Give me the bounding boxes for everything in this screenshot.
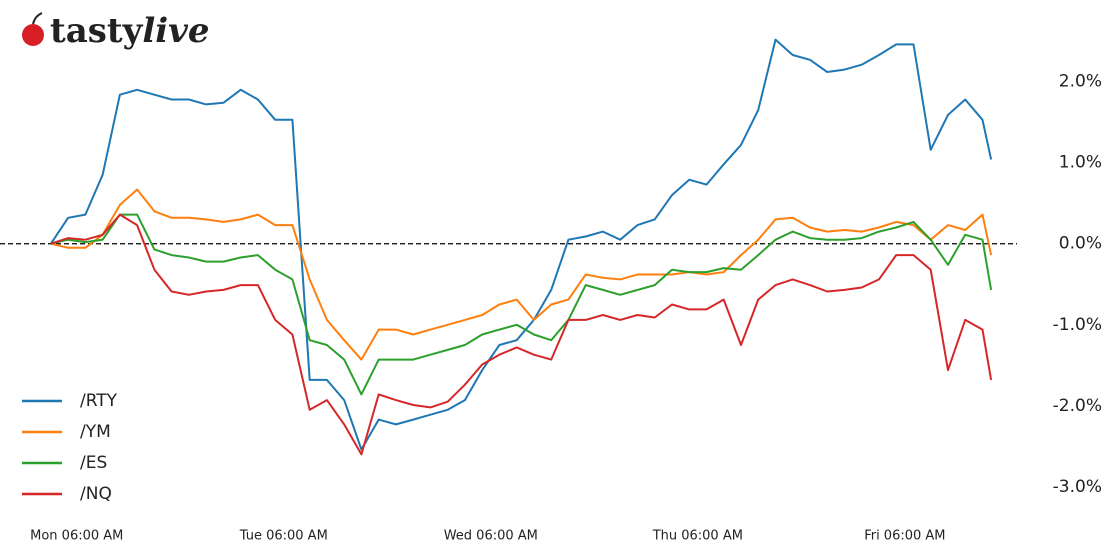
x-tick-label: Tue 06:00 AM <box>239 529 328 544</box>
y-tick-label: -1.0% <box>1053 315 1102 335</box>
y-tick-label: 0.0% <box>1059 234 1102 254</box>
legend-label: /ES <box>80 453 107 473</box>
legend-label: /RTY <box>80 391 118 411</box>
logo-text: tastylive <box>50 11 210 51</box>
series-line <box>50 38 993 451</box>
y-tick-label: 2.0% <box>1059 72 1102 92</box>
series-line <box>50 213 993 396</box>
x-tick-label: Thu 06:00 AM <box>652 529 743 544</box>
x-tick-label: Wed 06:00 AM <box>444 529 538 544</box>
logo-stem <box>32 12 43 25</box>
x-tick-label: Mon 06:00 AM <box>30 529 123 544</box>
series-line <box>50 188 993 361</box>
y-tick-label: -2.0% <box>1053 396 1102 416</box>
y-tick-label: -3.0% <box>1053 477 1102 497</box>
series-line <box>50 213 993 456</box>
y-tick-label: 1.0% <box>1059 153 1102 173</box>
logo-accent: live <box>142 11 209 51</box>
logo-brand: tasty <box>50 11 144 51</box>
legend-label: /NQ <box>80 484 112 504</box>
legend-label: /YM <box>80 422 111 442</box>
logo: tastylive <box>22 11 210 51</box>
legend: /RTY/YM/ES/NQ <box>22 391 118 504</box>
logo-icon <box>22 24 44 46</box>
x-tick-label: Fri 06:00 AM <box>864 529 945 544</box>
